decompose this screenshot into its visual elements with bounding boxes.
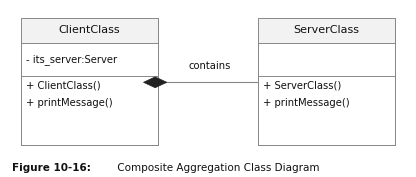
Text: Figure 10-16:: Figure 10-16: bbox=[12, 164, 92, 173]
Text: ClientClass: ClientClass bbox=[59, 25, 120, 35]
Bar bbox=[258, 18, 395, 145]
Text: + ServerClass(): + ServerClass() bbox=[263, 81, 342, 91]
Text: ServerClass: ServerClass bbox=[294, 25, 359, 35]
Text: + ClientClass(): + ClientClass() bbox=[26, 81, 101, 91]
Bar bbox=[258, 18, 395, 145]
Bar bbox=[21, 18, 158, 145]
Bar bbox=[21, 18, 158, 145]
Text: - its_server:Server: - its_server:Server bbox=[26, 54, 117, 65]
Polygon shape bbox=[144, 77, 167, 88]
Text: contains: contains bbox=[189, 61, 231, 71]
Bar bbox=[21, 18, 158, 43]
Text: + printMessage(): + printMessage() bbox=[26, 98, 113, 109]
Text: + printMessage(): + printMessage() bbox=[263, 98, 350, 109]
Bar bbox=[258, 18, 395, 43]
Text: Composite Aggregation Class Diagram: Composite Aggregation Class Diagram bbox=[114, 164, 320, 173]
